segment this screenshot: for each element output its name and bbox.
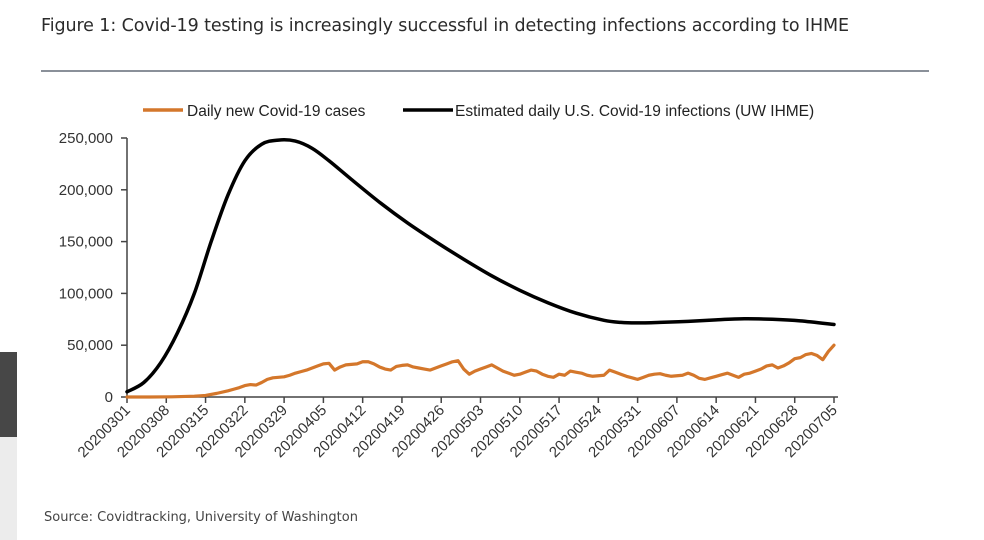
side-panel-light xyxy=(0,437,17,540)
series-group xyxy=(125,138,836,399)
y-tick-label: 50,000 xyxy=(67,337,113,354)
y-tick-label: 200,000 xyxy=(59,182,113,199)
y-tick-label: 250,000 xyxy=(59,130,113,147)
legend-label-daily-cases: Daily new Covid-19 cases xyxy=(187,103,366,120)
legend-label-ihme: Estimated daily U.S. Covid-19 infections… xyxy=(455,103,814,120)
y-axis: 0 50,000 100,000 150,000 200,000 250,000 xyxy=(59,130,128,406)
figure-title: Figure 1: Covid-19 testing is increasing… xyxy=(41,16,849,36)
y-tick-label: 0 xyxy=(105,389,113,406)
line-chart: Daily new Covid-19 cases Estimated daily … xyxy=(59,103,841,461)
legend: Daily new Covid-19 cases Estimated daily … xyxy=(143,103,814,120)
x-axis: 2020030120200308202003152020032220200329… xyxy=(75,396,841,461)
y-tick-label: 100,000 xyxy=(59,285,113,302)
side-panel-dark xyxy=(0,352,17,437)
title-divider xyxy=(41,70,929,72)
ihme-infections-line xyxy=(125,138,836,394)
y-tick-label: 150,000 xyxy=(59,234,113,251)
source-note: Source: Covidtracking, University of Was… xyxy=(44,510,358,525)
daily-cases-line xyxy=(125,343,836,399)
